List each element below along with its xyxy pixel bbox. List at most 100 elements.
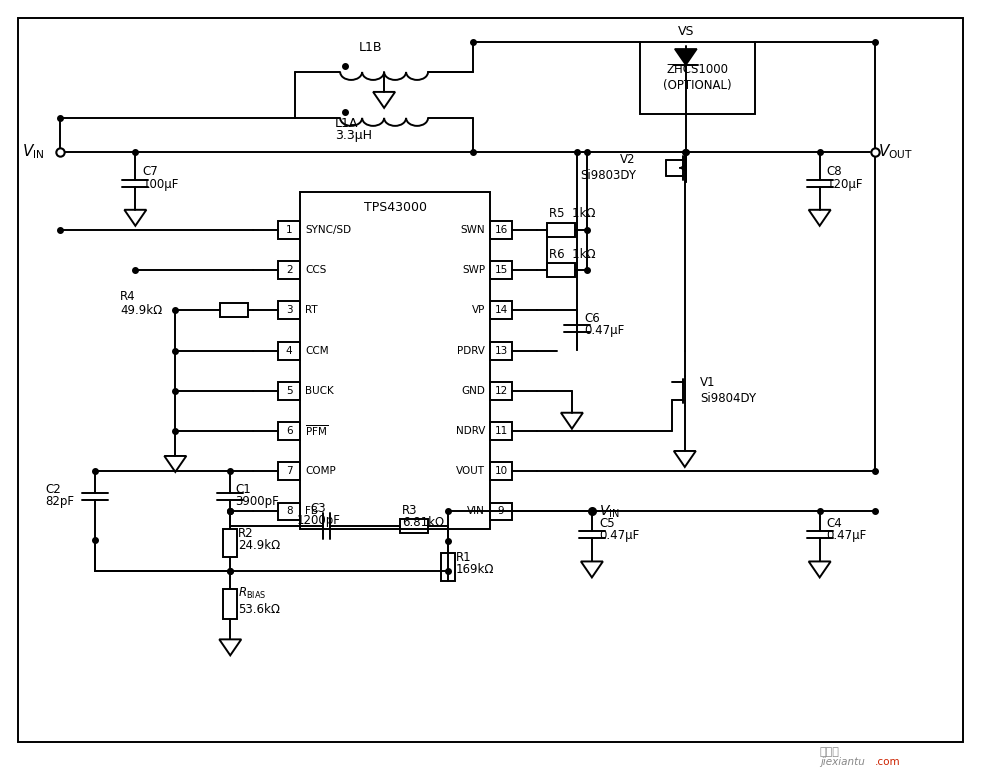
Text: V2: V2 (620, 153, 636, 166)
Text: C2: C2 (45, 483, 61, 496)
Text: .com: .com (875, 757, 900, 767)
Text: 10: 10 (494, 467, 507, 477)
Text: L1A: L1A (335, 117, 359, 130)
Text: 0.47µF: 0.47µF (827, 529, 867, 542)
Text: 1200pF: 1200pF (296, 514, 340, 527)
Text: C5: C5 (599, 517, 614, 530)
Text: VS: VS (677, 25, 694, 38)
Text: C8: C8 (827, 166, 842, 179)
Text: L1B: L1B (359, 42, 381, 55)
Text: C3: C3 (311, 502, 326, 515)
Bar (220, 303, 249, 317)
Bar (547, 263, 575, 277)
Text: 5: 5 (286, 386, 293, 396)
Text: V1: V1 (700, 377, 716, 390)
Text: COMP: COMP (305, 467, 336, 477)
Text: 7: 7 (286, 467, 293, 477)
Text: 6: 6 (286, 426, 293, 436)
Text: NDRV: NDRV (456, 426, 485, 436)
Text: 0.47µF: 0.47µF (584, 323, 624, 336)
Text: 11: 11 (494, 426, 507, 436)
Text: 13: 13 (494, 346, 507, 356)
Bar (490, 503, 512, 521)
Bar (278, 382, 300, 400)
Bar (278, 221, 300, 239)
Text: $V_{\rm IN}$: $V_{\rm IN}$ (23, 142, 45, 161)
Text: $V_{\rm IN}$: $V_{\rm IN}$ (599, 504, 619, 520)
Bar (490, 301, 512, 320)
Text: $R_{\rm BIAS}$: $R_{\rm BIAS}$ (238, 586, 266, 601)
Text: (OPTIONAL): (OPTIONAL) (663, 79, 731, 92)
Bar (278, 301, 300, 320)
Bar (223, 530, 237, 557)
Text: 9: 9 (497, 507, 504, 517)
Bar (278, 462, 300, 480)
Text: C4: C4 (827, 517, 842, 530)
Text: GND: GND (461, 386, 485, 396)
Bar (278, 261, 300, 279)
Text: CCS: CCS (305, 265, 326, 275)
Bar (547, 223, 575, 236)
Text: RT: RT (305, 305, 318, 315)
Bar (400, 520, 428, 534)
Bar (300, 192, 490, 530)
Text: jiexiantu: jiexiantu (820, 757, 865, 767)
Text: 8: 8 (286, 507, 293, 517)
Text: CCM: CCM (305, 346, 328, 356)
Text: 16: 16 (494, 225, 507, 235)
Bar (640, 42, 755, 114)
Text: $V_{\rm OUT}$: $V_{\rm OUT}$ (878, 142, 912, 161)
Text: 1: 1 (286, 225, 293, 235)
Text: C6: C6 (584, 312, 600, 325)
Text: FB: FB (305, 507, 318, 517)
Text: VOUT: VOUT (456, 467, 485, 477)
Text: ZHCS1000: ZHCS1000 (666, 63, 728, 76)
Text: VP: VP (472, 305, 485, 315)
Text: SWN: SWN (460, 225, 485, 235)
Text: R6  1kΩ: R6 1kΩ (549, 247, 596, 260)
Bar (278, 342, 300, 360)
Text: Si9803DY: Si9803DY (580, 169, 636, 182)
Bar (490, 382, 512, 400)
Bar (490, 462, 512, 480)
Text: 3: 3 (286, 305, 293, 315)
Text: 24.9kΩ: 24.9kΩ (238, 539, 280, 552)
Bar (490, 422, 512, 440)
Text: Si9804DY: Si9804DY (700, 392, 756, 405)
Text: 14: 14 (494, 305, 507, 315)
Text: 4: 4 (286, 346, 293, 356)
Text: 100µF: 100µF (143, 179, 179, 191)
Text: SYNC/SD: SYNC/SD (305, 225, 351, 235)
Text: 2: 2 (286, 265, 293, 275)
Bar (490, 261, 512, 279)
Text: C7: C7 (143, 166, 158, 179)
Bar (223, 589, 237, 619)
Text: C1: C1 (235, 483, 251, 496)
Text: 0.47µF: 0.47µF (599, 529, 639, 542)
Text: 15: 15 (494, 265, 507, 275)
Text: 82pF: 82pF (45, 494, 75, 507)
Bar (441, 554, 455, 581)
Text: 49.9kΩ: 49.9kΩ (120, 303, 162, 316)
Text: 6.81kΩ: 6.81kΩ (402, 516, 444, 529)
Text: 12: 12 (494, 386, 507, 396)
Text: R1: R1 (456, 551, 472, 564)
Text: $\overline{\rm PFM}$: $\overline{\rm PFM}$ (305, 424, 328, 438)
Text: R2: R2 (238, 527, 254, 540)
Text: SWP: SWP (462, 265, 485, 275)
Text: VIN: VIN (467, 507, 485, 517)
Text: 3900pF: 3900pF (235, 494, 279, 507)
Text: BUCK: BUCK (305, 386, 334, 396)
Text: 120µF: 120µF (827, 179, 863, 191)
Bar (490, 221, 512, 239)
Bar (278, 503, 300, 521)
Text: R5  1kΩ: R5 1kΩ (549, 207, 596, 220)
Text: R3: R3 (402, 504, 418, 517)
Text: R4: R4 (120, 290, 136, 303)
Text: TPS43000: TPS43000 (364, 201, 427, 214)
Polygon shape (674, 49, 697, 65)
Bar (278, 422, 300, 440)
Text: PDRV: PDRV (457, 346, 485, 356)
Text: 接线图: 接线图 (820, 747, 839, 757)
Bar (490, 342, 512, 360)
